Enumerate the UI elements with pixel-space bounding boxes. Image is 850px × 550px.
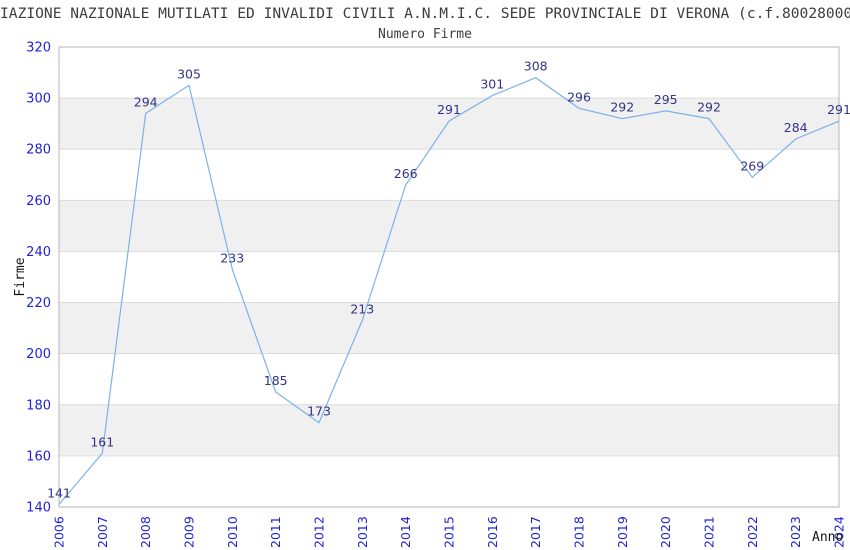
x-tick-label: 2019 xyxy=(615,516,630,548)
plot-band xyxy=(59,98,839,150)
data-label: 292 xyxy=(610,100,634,115)
data-label: 305 xyxy=(177,66,201,81)
data-label: 295 xyxy=(654,92,678,107)
x-tick-label: 2018 xyxy=(572,516,587,548)
y-tick-label: 240 xyxy=(26,245,51,260)
chart-main-title: IAZIONE NAZIONALE MUTILATI ED INVALIDI C… xyxy=(0,5,850,22)
x-tick-label: 2017 xyxy=(528,516,543,548)
y-tick-label: 320 xyxy=(26,41,51,56)
y-axis-title: Firme xyxy=(13,257,28,296)
data-label: 296 xyxy=(567,89,591,104)
data-label: 185 xyxy=(264,373,288,388)
data-label: 291 xyxy=(437,102,461,117)
data-label: 141 xyxy=(47,485,71,500)
data-label: 266 xyxy=(394,166,418,181)
x-tick-label: 2024 xyxy=(832,516,847,548)
data-label: 269 xyxy=(740,158,764,173)
x-axis-title: Anno xyxy=(812,530,843,545)
plot-band xyxy=(59,302,839,354)
x-tick-label: 2007 xyxy=(95,516,110,548)
x-tick-label: 2015 xyxy=(442,516,457,548)
y-tick-label: 160 xyxy=(26,449,51,464)
x-tick-label: 2010 xyxy=(225,516,240,548)
x-tick-label: 2020 xyxy=(658,516,673,548)
data-label: 294 xyxy=(134,94,158,109)
data-label: 291 xyxy=(827,102,850,117)
x-tick-label: 2011 xyxy=(268,516,283,548)
x-tick-label: 2008 xyxy=(138,516,153,548)
data-label: 161 xyxy=(90,434,114,449)
y-tick-label: 200 xyxy=(26,347,51,362)
plot-border xyxy=(58,46,840,508)
x-tick-label: 2006 xyxy=(52,516,67,548)
x-tick-label: 2022 xyxy=(745,516,760,548)
series-line xyxy=(58,77,840,505)
y-tick-label: 260 xyxy=(26,194,51,209)
data-label: 301 xyxy=(480,77,504,92)
data-label: 173 xyxy=(307,404,331,419)
x-tick-label: 2009 xyxy=(182,516,197,548)
y-tick-label: 140 xyxy=(26,501,51,516)
plot-band xyxy=(59,200,839,252)
data-label: 308 xyxy=(524,59,548,74)
x-tick-label: 2023 xyxy=(788,516,803,548)
x-tick-label: 2012 xyxy=(312,516,327,548)
y-tick-label: 280 xyxy=(26,143,51,158)
y-tick-label: 220 xyxy=(26,296,51,311)
data-label: 292 xyxy=(697,100,721,115)
chart-subtitle: Numero Firme xyxy=(378,27,472,42)
x-tick-label: 2021 xyxy=(702,516,717,548)
x-tick-label: 2014 xyxy=(398,516,413,548)
plot-band xyxy=(59,404,839,456)
y-tick-label: 300 xyxy=(26,92,51,107)
data-label: 213 xyxy=(350,301,374,316)
x-tick-label: 2013 xyxy=(355,516,370,548)
data-label: 233 xyxy=(220,250,244,265)
y-tick-label: 180 xyxy=(26,398,51,413)
x-tick-label: 2016 xyxy=(485,516,500,548)
data-label: 284 xyxy=(784,120,808,135)
